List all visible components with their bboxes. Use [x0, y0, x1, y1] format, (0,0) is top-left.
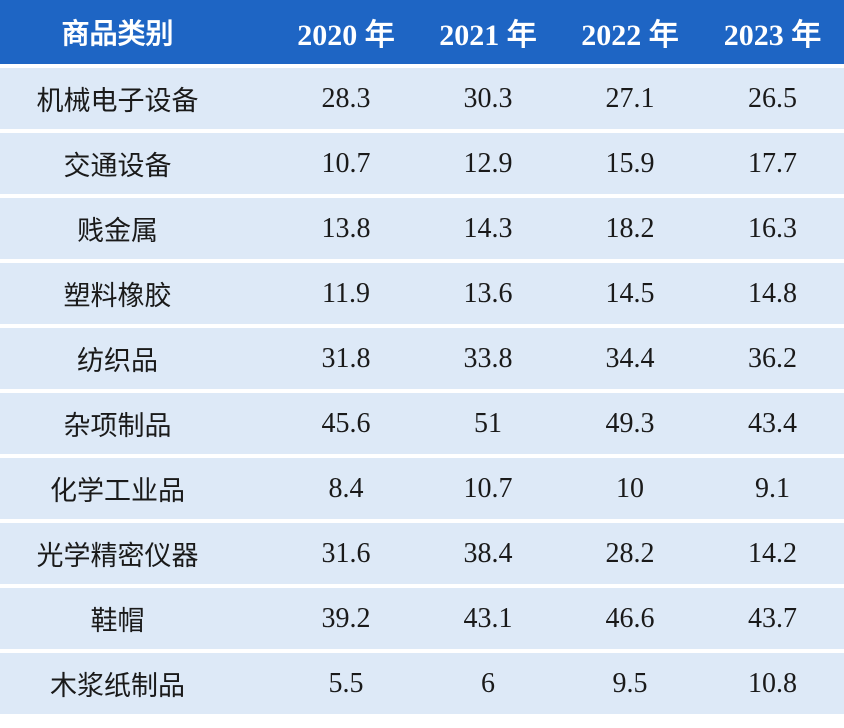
- category-cell: 机械电子设备: [0, 68, 275, 129]
- value-cell: 14.2: [701, 523, 844, 584]
- value-cell: 33.8: [417, 328, 559, 389]
- category-cell: 交通设备: [0, 133, 275, 194]
- value-cell: 10.7: [275, 133, 417, 194]
- table-row: 塑料橡胶 11.9 13.6 14.5 14.8: [0, 263, 844, 324]
- value-cell: 18.2: [559, 198, 701, 259]
- value-cell: 12.9: [417, 133, 559, 194]
- table-row: 机械电子设备 28.3 30.3 27.1 26.5: [0, 68, 844, 129]
- value-cell: 10.8: [701, 653, 844, 714]
- value-cell: 9.1: [701, 458, 844, 519]
- value-cell: 6: [417, 653, 559, 714]
- header-row: 商品类别 2020 年 2021 年 2022 年 2023 年: [0, 0, 844, 64]
- column-header-category: 商品类别: [0, 0, 275, 64]
- category-cell: 杂项制品: [0, 393, 275, 454]
- value-cell: 45.6: [275, 393, 417, 454]
- category-cell: 贱金属: [0, 198, 275, 259]
- value-cell: 46.6: [559, 588, 701, 649]
- value-cell: 30.3: [417, 68, 559, 129]
- value-cell: 38.4: [417, 523, 559, 584]
- value-cell: 10: [559, 458, 701, 519]
- column-header-2023: 2023 年: [701, 0, 844, 64]
- table-row: 贱金属 13.8 14.3 18.2 16.3: [0, 198, 844, 259]
- table-row: 纺织品 31.8 33.8 34.4 36.2: [0, 328, 844, 389]
- value-cell: 16.3: [701, 198, 844, 259]
- category-cell: 光学精密仪器: [0, 523, 275, 584]
- value-cell: 9.5: [559, 653, 701, 714]
- value-cell: 26.5: [701, 68, 844, 129]
- table-row: 杂项制品 45.6 51 49.3 43.4: [0, 393, 844, 454]
- category-cell: 塑料橡胶: [0, 263, 275, 324]
- value-cell: 14.8: [701, 263, 844, 324]
- value-cell: 49.3: [559, 393, 701, 454]
- value-cell: 43.7: [701, 588, 844, 649]
- value-cell: 34.4: [559, 328, 701, 389]
- value-cell: 39.2: [275, 588, 417, 649]
- value-cell: 28.2: [559, 523, 701, 584]
- table-row: 鞋帽 39.2 43.1 46.6 43.7: [0, 588, 844, 649]
- value-cell: 13.6: [417, 263, 559, 324]
- value-cell: 17.7: [701, 133, 844, 194]
- column-header-2021: 2021 年: [417, 0, 559, 64]
- category-cell: 化学工业品: [0, 458, 275, 519]
- value-cell: 10.7: [417, 458, 559, 519]
- category-cell: 鞋帽: [0, 588, 275, 649]
- value-cell: 13.8: [275, 198, 417, 259]
- table-row: 光学精密仪器 31.6 38.4 28.2 14.2: [0, 523, 844, 584]
- value-cell: 15.9: [559, 133, 701, 194]
- table-row: 木浆纸制品 5.5 6 9.5 10.8: [0, 653, 844, 714]
- value-cell: 31.8: [275, 328, 417, 389]
- value-cell: 51: [417, 393, 559, 454]
- value-cell: 43.1: [417, 588, 559, 649]
- value-cell: 5.5: [275, 653, 417, 714]
- value-cell: 14.3: [417, 198, 559, 259]
- table-row: 化学工业品 8.4 10.7 10 9.1: [0, 458, 844, 519]
- value-cell: 28.3: [275, 68, 417, 129]
- category-cell: 纺织品: [0, 328, 275, 389]
- value-cell: 14.5: [559, 263, 701, 324]
- value-cell: 31.6: [275, 523, 417, 584]
- value-cell: 27.1: [559, 68, 701, 129]
- table-body: 机械电子设备 28.3 30.3 27.1 26.5 交通设备 10.7 12.9 15.9 17…: [0, 68, 844, 714]
- column-header-2022: 2022 年: [559, 0, 701, 64]
- table-row: 交通设备 10.7 12.9 15.9 17.7: [0, 133, 844, 194]
- column-header-2020: 2020 年: [275, 0, 417, 64]
- category-cell: 木浆纸制品: [0, 653, 275, 714]
- value-cell: 36.2: [701, 328, 844, 389]
- value-cell: 11.9: [275, 263, 417, 324]
- value-cell: 8.4: [275, 458, 417, 519]
- value-cell: 43.4: [701, 393, 844, 454]
